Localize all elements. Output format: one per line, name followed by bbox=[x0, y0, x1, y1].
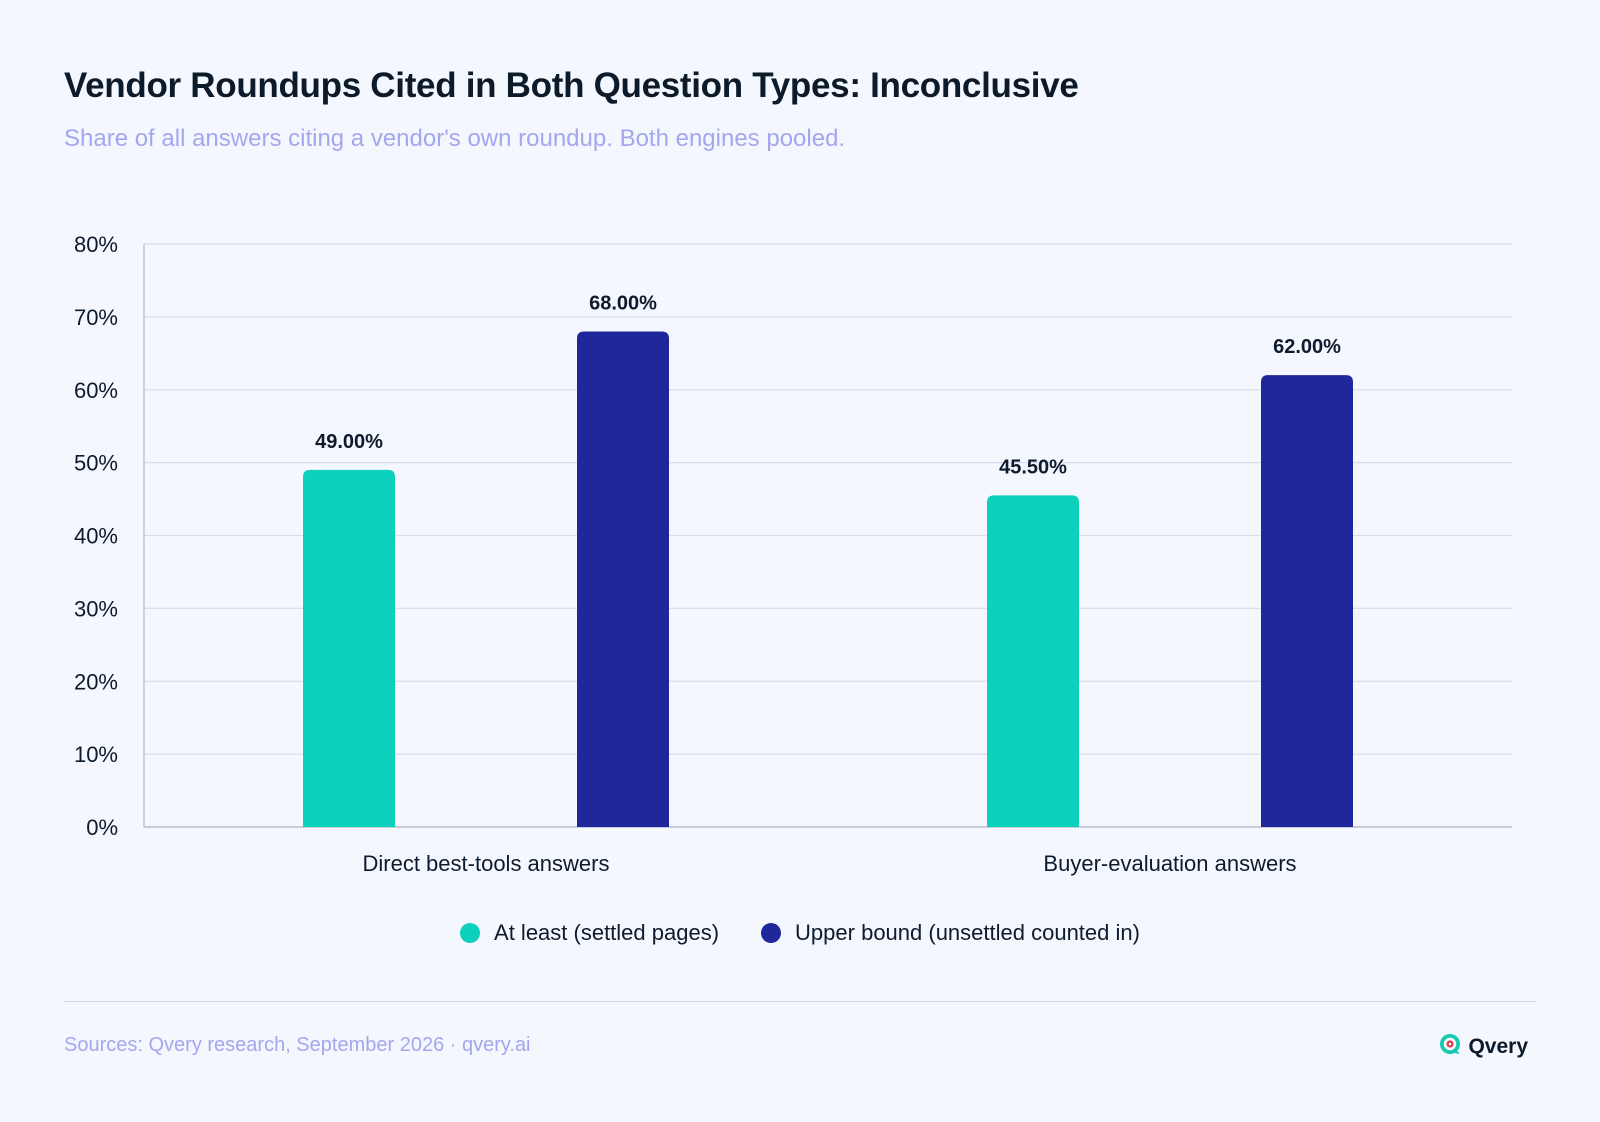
legend-item-at-least: At least (settled pages) bbox=[460, 920, 719, 946]
axes: 0% 10% 20% 30% 40% 50% 60% 70% 80% Direct best-to… bbox=[74, 232, 1512, 876]
y-tick-label: 0% bbox=[86, 815, 118, 840]
data-labels: 49.00% 68.00% 45.50% 62.00% bbox=[315, 292, 1341, 478]
bars bbox=[303, 331, 1353, 827]
legend-swatch-at-least bbox=[460, 923, 481, 943]
legend-label-at-least: At least (settled pages) bbox=[494, 920, 720, 945]
x-category-label: Buyer-evaluation answers bbox=[1043, 851, 1296, 876]
bar-chart: 0% 10% 20% 30% 40% 50% 60% 70% 80% Direct best-to… bbox=[74, 232, 1512, 876]
x-category-label: Direct best-tools answers bbox=[363, 851, 610, 876]
y-tick-label: 30% bbox=[74, 596, 118, 621]
y-tick-label: 60% bbox=[74, 378, 118, 403]
bar bbox=[303, 469, 395, 827]
footer-divider bbox=[64, 1001, 1536, 1002]
legend-label-upper-bound: Upper bound (unsettled counted in) bbox=[795, 920, 1140, 945]
y-tick-label: 40% bbox=[74, 524, 118, 549]
y-tick-label: 10% bbox=[74, 742, 118, 767]
y-tick-label: 80% bbox=[74, 232, 118, 257]
bar bbox=[577, 331, 669, 827]
bar bbox=[987, 495, 1079, 827]
y-tick-label: 50% bbox=[74, 451, 118, 476]
bar-value-label: 49.00% bbox=[315, 431, 383, 453]
y-tick-label: 20% bbox=[74, 669, 118, 694]
bar-value-label: 62.00% bbox=[1273, 336, 1341, 358]
bar-value-label: 45.50% bbox=[999, 456, 1067, 478]
y-tick-label: 70% bbox=[74, 305, 118, 330]
bar-value-label: 68.00% bbox=[589, 292, 657, 314]
brand-name: Qvery bbox=[1468, 1034, 1528, 1058]
bar bbox=[1261, 375, 1353, 827]
legend: At least (settled pages) Upper bound (un… bbox=[0, 920, 1600, 946]
qvery-logo-icon bbox=[1438, 1032, 1462, 1061]
legend-swatch-upper-bound bbox=[761, 923, 782, 943]
brand-logo[interactable]: Qvery bbox=[1438, 1032, 1528, 1061]
chart-subtitle: Share of all answers citing a vendor's o… bbox=[64, 125, 846, 152]
legend-item-upper-bound: Upper bound (unsettled counted in) bbox=[761, 920, 1140, 946]
footer-source: Sources: Qvery research, September 2026 … bbox=[64, 1034, 531, 1056]
chart-title: Vendor Roundups Cited in Both Question T… bbox=[64, 66, 1079, 105]
